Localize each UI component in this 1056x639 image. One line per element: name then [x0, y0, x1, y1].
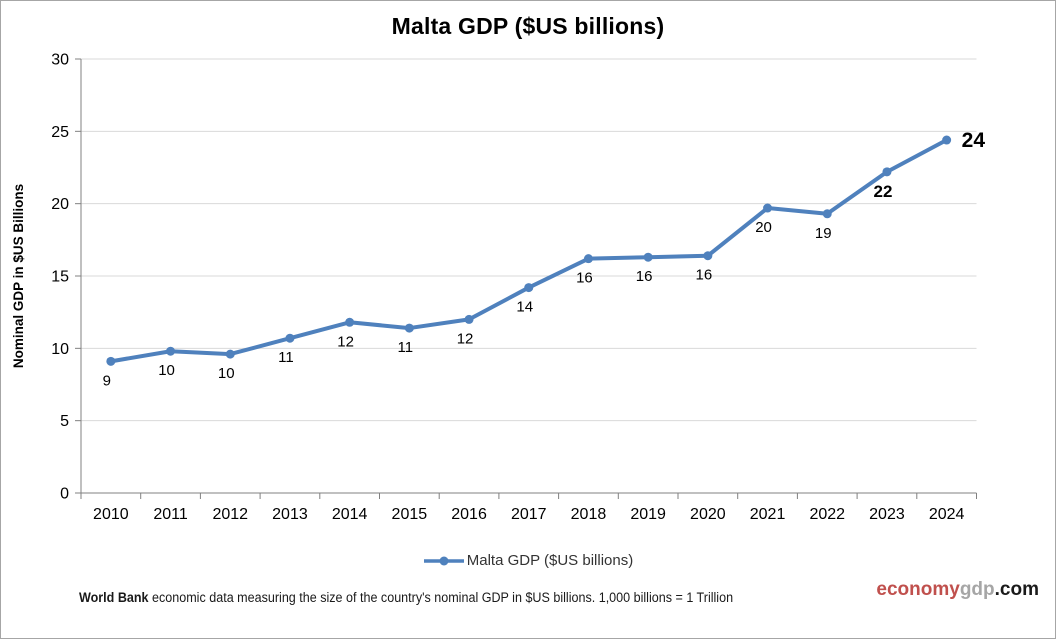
source-note-lead: World Bank [79, 590, 149, 605]
y-tick-label: 20 [51, 196, 69, 213]
x-tick-label: 2019 [630, 506, 666, 523]
data-point [345, 317, 355, 327]
x-tick-label: 2013 [272, 506, 308, 523]
x-tick-label: 2022 [809, 506, 845, 523]
x-tick-label: 2012 [212, 506, 248, 523]
data-point [285, 333, 295, 343]
x-tick-label: 2018 [571, 506, 607, 523]
data-point [106, 356, 116, 366]
site-watermark[interactable]: economygdp.com [876, 579, 1039, 601]
x-tick-label: 2023 [869, 506, 905, 523]
data-label: 22 [873, 182, 892, 201]
watermark-mid: gdp [959, 579, 995, 600]
x-tick-label: 2016 [451, 506, 487, 523]
y-tick-label: 15 [51, 269, 69, 286]
data-point [166, 346, 176, 356]
data-label: 9 [103, 372, 111, 389]
data-label: 14 [516, 299, 533, 316]
data-point [524, 283, 534, 293]
x-tick-label: 2011 [153, 506, 188, 523]
data-label: 16 [576, 270, 593, 287]
data-label: 24 [962, 129, 986, 152]
data-label: 12 [337, 333, 354, 350]
data-point [404, 323, 414, 333]
data-point [703, 251, 713, 261]
data-label: 11 [398, 339, 414, 356]
watermark-brand: economy [876, 579, 960, 600]
source-note: World Bank economic data measuring the s… [79, 590, 733, 605]
data-label: 11 [278, 349, 294, 366]
y-tick-label: 30 [51, 52, 69, 69]
y-tick-label: 0 [60, 486, 69, 503]
source-note-text: economic data measuring the size of the … [148, 590, 734, 605]
data-point [882, 167, 892, 177]
x-tick-label: 2010 [93, 506, 129, 523]
data-point [225, 349, 235, 359]
y-axis-title: Nominal GDP in $US Billions [11, 184, 26, 368]
x-tick-label: 2014 [332, 506, 368, 523]
data-point [822, 209, 832, 219]
y-tick-label: 25 [51, 124, 69, 141]
x-tick-label: 2017 [511, 506, 547, 523]
x-tick-label: 2015 [392, 506, 428, 523]
data-label: 16 [696, 267, 713, 284]
data-point [643, 252, 653, 262]
y-tick-label: 5 [60, 413, 69, 430]
data-label: 16 [636, 268, 653, 285]
x-tick-label: 2021 [750, 506, 786, 523]
data-label: 10 [158, 362, 175, 379]
data-label: 20 [755, 219, 772, 236]
legend-series-label: Malta GDP ($US billions) [466, 552, 634, 569]
data-point [464, 314, 474, 324]
data-point [583, 254, 593, 264]
data-label: 19 [815, 225, 832, 242]
data-label: 10 [218, 365, 235, 382]
data-point [942, 135, 952, 145]
y-tick-label: 10 [51, 341, 69, 358]
data-point [763, 203, 773, 213]
series-line [108, 138, 949, 364]
x-tick-label: 2024 [929, 506, 965, 523]
chart-title: Malta GDP ($US billions) [391, 13, 665, 39]
data-label: 12 [457, 330, 474, 347]
legend-dot-icon [439, 556, 449, 565]
chart-legend: Malta GDP ($US billions) [1, 552, 1055, 569]
legend-marker-icon [423, 556, 464, 565]
x-tick-label: 2020 [690, 506, 726, 523]
watermark-tld: .com [994, 579, 1039, 600]
